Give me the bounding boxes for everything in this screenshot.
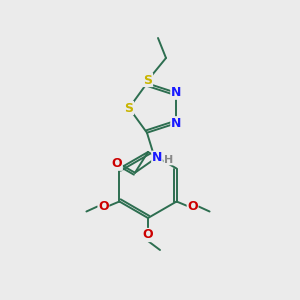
Text: S: S [143,74,152,86]
Text: O: O [98,200,109,213]
Text: O: O [112,157,122,170]
Text: N: N [171,117,181,130]
Text: O: O [143,229,153,242]
Text: O: O [187,200,198,213]
Text: N: N [152,151,162,164]
Text: N: N [171,86,181,99]
Text: S: S [124,101,134,115]
Text: H: H [164,155,173,165]
